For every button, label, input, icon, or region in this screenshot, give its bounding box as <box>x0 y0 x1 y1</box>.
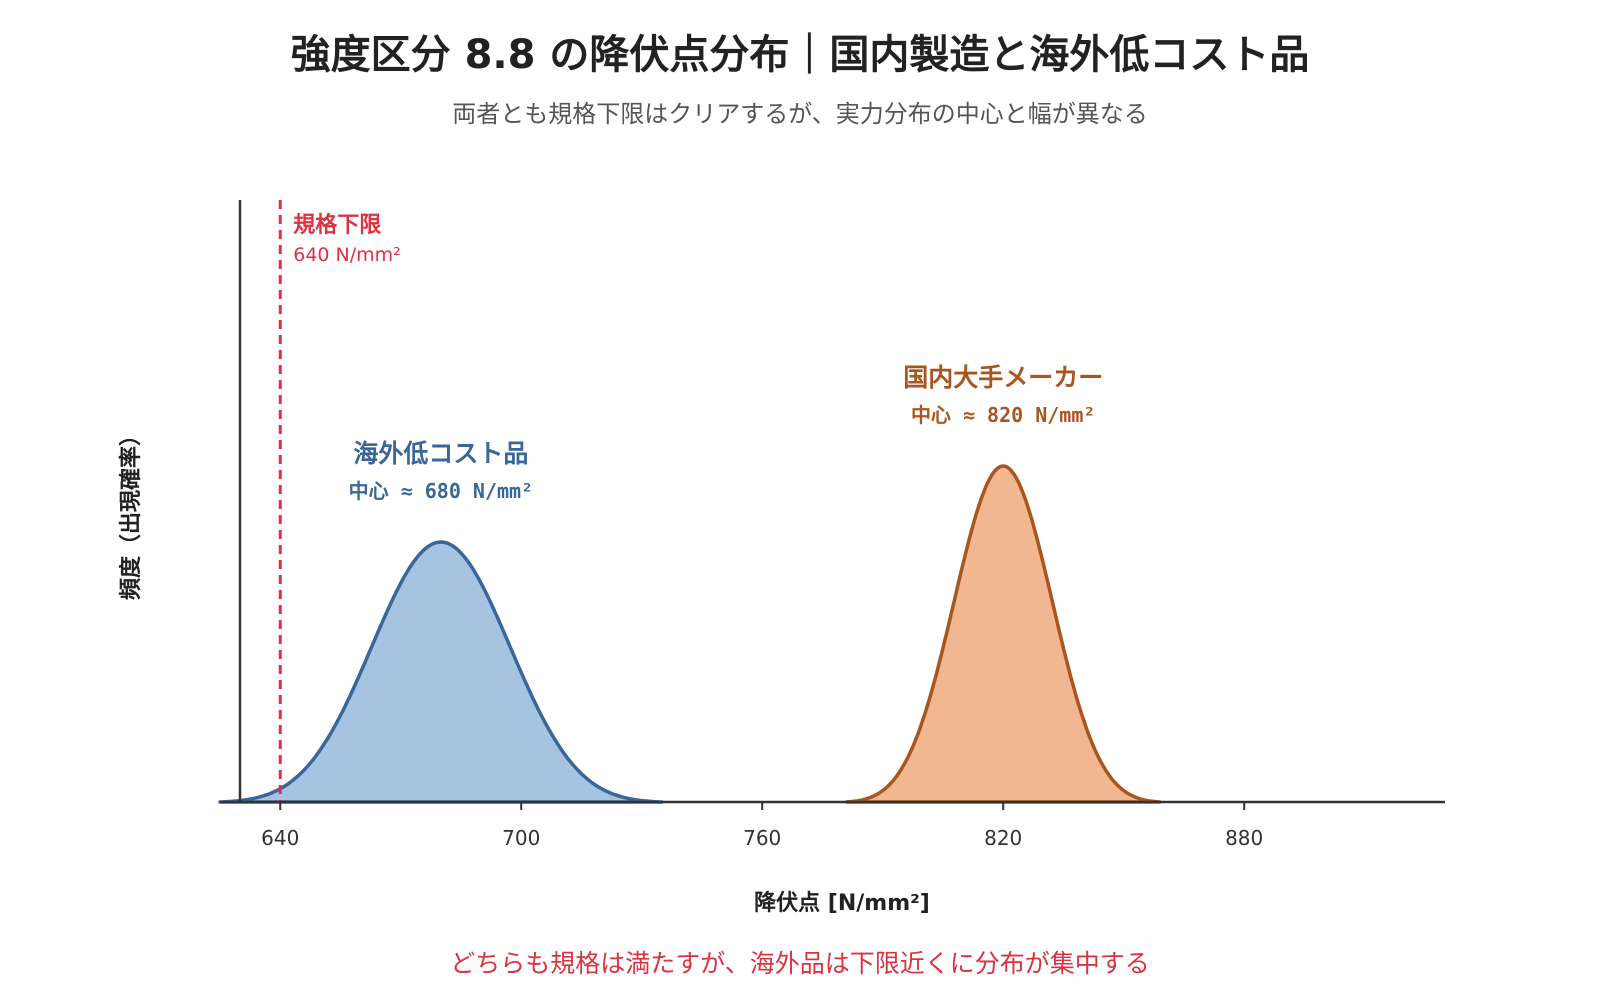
series-name-label-1: 海外低コスト品 <box>353 439 528 468</box>
x-tick-label-640: 640 <box>261 826 299 850</box>
chart-title: 強度区分 8.8 の降伏点分布｜国内製造と海外低コスト品 <box>291 32 1310 78</box>
x-axis-label: 降伏点 [N/mm²] <box>754 890 930 916</box>
spec-limit-value: 640 N/mm² <box>293 244 401 266</box>
series-area-1 <box>218 540 664 804</box>
x-tick-label-880: 880 <box>1225 826 1263 850</box>
series-center-label-2: 中心 ≈ 820 N/mm² <box>911 403 1096 427</box>
x-tick-label-760: 760 <box>743 826 781 850</box>
series-layer <box>218 464 1162 804</box>
x-tick-label-820: 820 <box>984 826 1022 850</box>
spec-limit-name: 規格下限 <box>293 212 381 238</box>
x-tick-label-700: 700 <box>502 826 540 850</box>
y-axis-label: 頻度（出現確率） <box>118 424 144 600</box>
axis-layer: 640 700 760 820 880 <box>220 200 1445 850</box>
series-area-2 <box>844 464 1162 804</box>
series-name-label-2: 国内大手メーカー <box>903 363 1103 392</box>
chart-subtitle: 両者とも規格下限はクリアするが、実力分布の中心と幅が異なる <box>452 100 1148 128</box>
chart-footnote: どちらも規格は満たすが、海外品は下限近くに分布が集中する <box>450 949 1150 978</box>
series-center-label-1: 中心 ≈ 680 N/mm² <box>349 479 534 503</box>
